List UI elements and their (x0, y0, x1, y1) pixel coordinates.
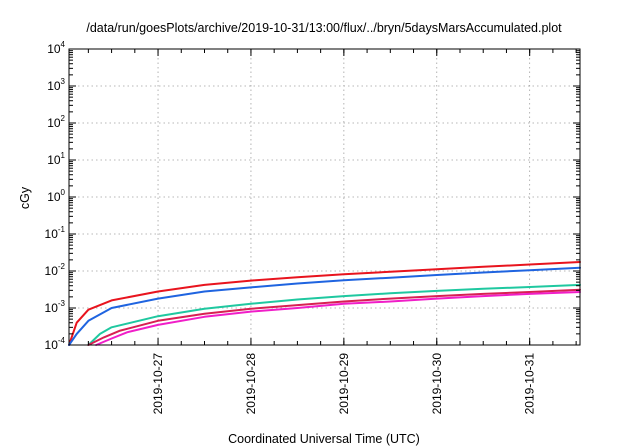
series-line-2 (68, 266, 581, 346)
axis-ticks (69, 48, 580, 346)
y-tick-label: 101 (47, 151, 65, 167)
x-tick-label: 2019-10-28 (244, 353, 258, 415)
y-tick-label: 102 (47, 114, 65, 130)
y-tick-label: 10-3 (45, 299, 66, 315)
x-tick-labels: 2019-10-27 2019-10-28 2019-10-29 2019-10-30… (151, 353, 537, 415)
y-tick-label: 10-2 (45, 262, 66, 278)
series-line-3 (87, 283, 581, 346)
series-line-1 (68, 261, 581, 346)
y-tick-label: 103 (47, 77, 65, 93)
x-tick-label: 2019-10-31 (523, 353, 537, 415)
x-tick-label: 2019-10-29 (337, 353, 351, 415)
y-axis-label: cGy (18, 186, 32, 209)
x-tick-label: 2019-10-27 (151, 353, 165, 415)
y-tick-label: 10-4 (45, 336, 66, 352)
y-tick-labels: 10-4 10-3 10-2 10-1 100 101 102 103 104 (45, 40, 66, 352)
y-tick-label: 104 (47, 40, 65, 56)
y-tick-label: 10-1 (45, 225, 66, 241)
y-tick-label: 100 (47, 188, 65, 204)
data-series (68, 261, 581, 346)
x-axis-label: Coordinated Universal Time (UTC) (228, 432, 420, 446)
x-tick-label: 2019-10-30 (430, 353, 444, 415)
series-line-5 (95, 291, 581, 346)
chart-title: /data/run/goesPlots/archive/2019-10-31/1… (86, 21, 562, 35)
series-line-4 (87, 288, 581, 346)
